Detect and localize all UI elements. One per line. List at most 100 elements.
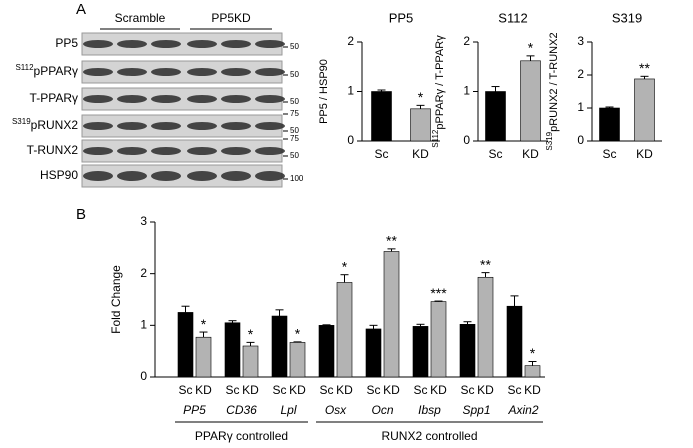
error-bar <box>510 295 519 307</box>
series-label: KD <box>524 383 541 397</box>
series-label: Sc <box>460 383 474 397</box>
error-bar <box>481 272 490 278</box>
bar <box>383 251 400 378</box>
category-label: PP5 <box>183 403 206 417</box>
group-label: RUNX2 controlled <box>381 429 477 443</box>
bar <box>371 91 392 142</box>
y-tick-label: 0 <box>577 133 584 147</box>
series-label: Sc <box>178 383 192 397</box>
error-bar <box>434 300 443 302</box>
mw-marker: 50 <box>290 70 299 79</box>
significance: ** <box>386 233 397 249</box>
blot-row-label: T-RUNX2 <box>27 143 79 157</box>
blot-band <box>151 95 181 103</box>
superscript: S319 <box>12 117 31 126</box>
blot-band <box>117 68 147 76</box>
chart-title: S112 <box>498 10 527 25</box>
bar <box>412 326 429 378</box>
mw-marker: 50 <box>290 97 299 106</box>
x-tick-label: KD <box>522 147 539 161</box>
bar <box>459 323 476 378</box>
category-label: Ocn <box>371 403 393 417</box>
bar <box>506 305 523 378</box>
bar <box>520 60 541 142</box>
mw-marker: 50 <box>290 126 299 135</box>
label-text: PP5 / HSP90 <box>318 59 330 124</box>
panel-label: A <box>76 1 86 18</box>
y-axis-label: S319pRUNX2 / T-RUNX2 <box>545 32 560 150</box>
panel-label: B <box>76 206 86 223</box>
series-label: KD <box>430 383 447 397</box>
y-tick-label: 2 <box>463 34 470 48</box>
significance: * <box>201 316 207 332</box>
blot-band <box>83 122 113 130</box>
error-bar <box>293 341 302 343</box>
series-label: Sc <box>413 383 427 397</box>
y-tick-label: 2 <box>140 266 147 280</box>
y-tick-label: 1 <box>347 84 354 98</box>
error-bar <box>377 89 386 92</box>
blot-band <box>187 171 217 181</box>
blot-band <box>255 171 285 181</box>
blot-band <box>151 122 181 130</box>
y-tick-label: 1 <box>577 100 584 114</box>
significance: ** <box>639 60 650 76</box>
mw-marker: 50 <box>290 151 299 160</box>
blot-band <box>187 147 217 155</box>
error-bar <box>369 324 378 329</box>
error-bar <box>528 361 537 366</box>
series-label: Sc <box>507 383 521 397</box>
superscript: S112 <box>431 129 440 148</box>
label-text: T-PPARγ <box>30 91 78 105</box>
blot-band <box>151 171 181 181</box>
y-axis-label: PP5 / HSP90 <box>318 59 330 124</box>
y-tick-label: 0 <box>463 133 470 147</box>
error-bar <box>491 86 500 92</box>
category-label: Osx <box>325 403 347 417</box>
y-tick-label: 2 <box>577 67 584 81</box>
x-tick-label: Sc <box>374 147 388 161</box>
category-label: Axin2 <box>507 403 538 417</box>
label-text: HSP90 <box>40 168 78 182</box>
x-tick-label: KD <box>636 147 653 161</box>
blot-band <box>187 95 217 103</box>
error-bar <box>526 55 535 61</box>
error-bar <box>199 331 208 338</box>
blot-row-label: S112pPPARγ <box>15 63 78 79</box>
bar <box>430 301 447 378</box>
significance: * <box>295 326 301 342</box>
label-text: T-RUNX2 <box>27 143 79 157</box>
blot-band <box>187 40 217 48</box>
blot-band <box>221 40 251 48</box>
error-bar <box>228 320 237 323</box>
significance: ** <box>480 256 491 272</box>
category-label: Ibsp <box>418 403 441 417</box>
category-label: Lpl <box>280 403 296 417</box>
group-label: PPARγ controlled <box>195 429 288 443</box>
blot-row-label: PP5 <box>55 36 78 50</box>
x-tick-label: KD <box>412 147 429 161</box>
series-label: KD <box>289 383 306 397</box>
blot-band <box>221 171 251 181</box>
y-tick-label: 1 <box>463 84 470 98</box>
y-tick-label: 3 <box>140 214 147 228</box>
error-bar <box>416 104 425 109</box>
blot-band <box>83 40 113 48</box>
y-tick-label: 1 <box>140 318 147 332</box>
blot-band <box>83 68 113 76</box>
error-bar <box>605 106 614 108</box>
significance: * <box>530 345 536 361</box>
error-bar <box>463 321 472 325</box>
bar <box>410 108 431 142</box>
blot-band <box>255 68 285 76</box>
bar <box>271 315 288 378</box>
blot-band <box>117 95 147 103</box>
category-label: Spp1 <box>462 403 490 417</box>
series-label: KD <box>195 383 212 397</box>
blot-band <box>255 147 285 155</box>
error-bar <box>340 274 349 283</box>
blot-band <box>221 95 251 103</box>
bar <box>634 78 655 142</box>
mw-marker: 75 <box>290 134 299 143</box>
bar <box>485 91 506 142</box>
